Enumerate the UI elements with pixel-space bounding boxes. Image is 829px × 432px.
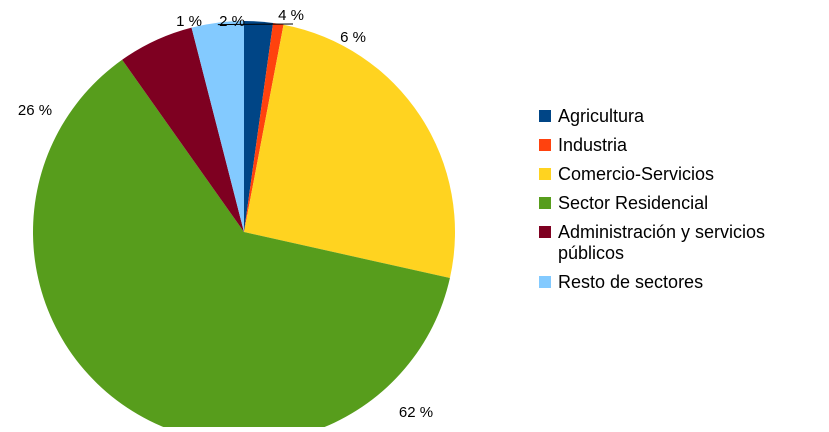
legend-swatch-agricultura bbox=[539, 110, 551, 122]
legend-swatch-resto-de-sectores bbox=[539, 276, 551, 288]
legend-label-agricultura: Agricultura bbox=[558, 106, 645, 126]
pie-slices bbox=[33, 21, 456, 432]
legend-label-comercio-servicios: Comercio-Servicios bbox=[558, 164, 714, 184]
legend-swatch-administracion-y-servicios-publicos bbox=[539, 226, 551, 238]
pie-slice-sector-residencial bbox=[33, 59, 450, 432]
pie-slice-administracion-y-servicios-publicos bbox=[122, 27, 244, 232]
legend: Agricultura Industria Comercio-Servicios Se… bbox=[539, 106, 765, 292]
legend-label-administracion-y-servicios-publicos-line-2: públicos bbox=[558, 243, 624, 263]
legend-label-industria: Industria bbox=[558, 135, 628, 155]
legend-label-administracion-y-servicios-publicos-line-1: Administración y servicios bbox=[558, 222, 765, 242]
data-label-administracion-y-servicios-publicos: 6 % bbox=[340, 29, 366, 46]
pie-slice-industria bbox=[244, 23, 284, 233]
pie-slice-comercio-servicios bbox=[244, 24, 456, 279]
pie-slice-resto-de-sectores bbox=[191, 21, 244, 232]
legend-swatch-sector-residencial bbox=[539, 197, 551, 209]
legend-label-resto-de-sectores: Resto de sectores bbox=[558, 272, 703, 292]
data-label-agricultura: 2 % bbox=[219, 13, 245, 30]
data-label-sector-residencial: 62 % bbox=[399, 404, 433, 421]
data-label-comercio-servicios: 26 % bbox=[18, 102, 52, 119]
legend-swatch-industria bbox=[539, 139, 551, 151]
leader-line-resto-de-sectores bbox=[217, 23, 294, 26]
pie-slice-agricultura bbox=[244, 21, 274, 232]
data-label-resto-de-sectores: 4 % bbox=[278, 7, 304, 24]
legend-label-sector-residencial: Sector Residencial bbox=[558, 193, 708, 213]
data-label-industria: 1 % bbox=[176, 13, 202, 30]
legend-swatch-comercio-servicios bbox=[539, 168, 551, 180]
pie-data-labels: 2 % 1 % 26 % 62 % 6 % 4 % bbox=[18, 7, 433, 421]
